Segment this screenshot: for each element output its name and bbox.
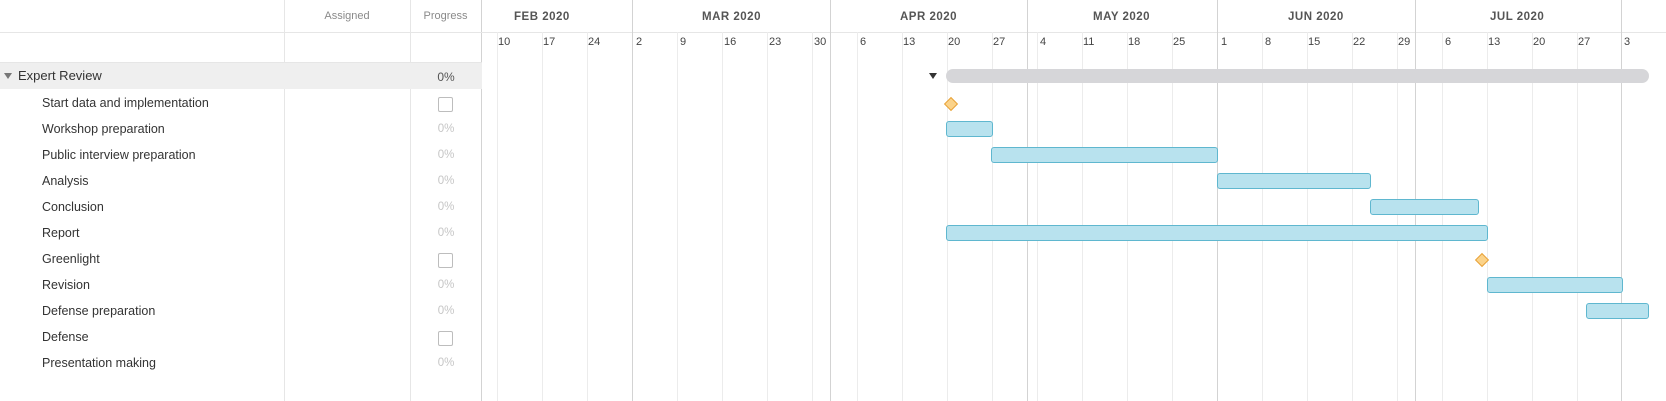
task-progress: 0% — [437, 201, 455, 213]
task-bar[interactable] — [946, 121, 993, 137]
month-divider — [632, 0, 633, 401]
day-label: 3 — [1624, 36, 1631, 48]
month-label: JUN 2020 — [1288, 11, 1344, 23]
task-label[interactable]: Defense — [42, 330, 89, 344]
day-label: 17 — [543, 36, 556, 48]
day-label: 24 — [588, 36, 601, 48]
month-divider — [1217, 0, 1218, 401]
day-label: 11 — [1083, 36, 1095, 48]
task-bar[interactable] — [1487, 277, 1623, 293]
column-header-progress[interactable]: Progress — [423, 10, 468, 22]
day-label: 27 — [993, 36, 1006, 48]
milestone-checkbox[interactable] — [438, 253, 453, 268]
task-label[interactable]: Workshop preparation — [42, 122, 165, 136]
day-label: 30 — [814, 36, 827, 48]
day-label: 2 — [636, 36, 643, 48]
group-label[interactable]: Expert Review — [18, 68, 102, 83]
header-divider — [0, 32, 1666, 33]
day-label: 20 — [1533, 36, 1546, 48]
day-label: 8 — [1265, 36, 1272, 48]
month-label: FEB 2020 — [514, 11, 570, 23]
day-label: 13 — [1488, 36, 1501, 48]
task-label[interactable]: Report — [42, 226, 80, 240]
month-label: APR 2020 — [900, 11, 958, 23]
day-label: 25 — [1173, 36, 1186, 48]
task-label[interactable]: Greenlight — [42, 252, 100, 266]
column-divider — [410, 0, 411, 401]
milestone-checkbox[interactable] — [438, 331, 453, 346]
day-label: 6 — [1445, 36, 1452, 48]
task-label[interactable]: Revision — [42, 278, 90, 292]
task-bar[interactable] — [1586, 303, 1649, 319]
month-label: MAY 2020 — [1093, 11, 1151, 23]
month-divider — [830, 0, 831, 401]
task-label[interactable]: Public interview preparation — [42, 148, 196, 162]
day-label: 13 — [903, 36, 916, 48]
collapse-triangle-icon[interactable] — [4, 73, 12, 79]
task-progress: 0% — [437, 227, 455, 239]
task-bar[interactable] — [1217, 173, 1371, 189]
task-progress: 0% — [437, 305, 455, 317]
task-bar[interactable] — [1370, 199, 1479, 215]
task-bar[interactable] — [991, 147, 1218, 163]
day-label: 9 — [680, 36, 687, 48]
group-row[interactable] — [0, 63, 482, 89]
header-divider — [0, 62, 482, 63]
task-progress: 0% — [437, 357, 455, 369]
task-label[interactable]: Presentation making — [42, 356, 156, 370]
day-label: 10 — [498, 36, 511, 48]
day-label: 6 — [860, 36, 867, 48]
task-progress: 0% — [437, 149, 455, 161]
day-label: 18 — [1128, 36, 1141, 48]
month-label: MAR 2020 — [702, 11, 761, 23]
task-label[interactable]: Start data and implementation — [42, 96, 209, 110]
task-bar[interactable] — [946, 225, 1488, 241]
column-header-assigned[interactable]: Assigned — [324, 10, 370, 22]
day-label: 4 — [1040, 36, 1047, 48]
month-divider — [1027, 0, 1028, 401]
group-collapse-icon[interactable] — [929, 73, 937, 79]
column-divider — [284, 0, 285, 401]
milestone-checkbox[interactable] — [438, 97, 453, 112]
month-label: JUL 2020 — [1490, 11, 1545, 23]
day-label: 22 — [1353, 36, 1366, 48]
task-label[interactable]: Conclusion — [42, 200, 104, 214]
day-label: 20 — [948, 36, 961, 48]
day-label: 15 — [1308, 36, 1321, 48]
task-progress: 0% — [437, 175, 455, 187]
group-progress: 0% — [437, 70, 455, 84]
month-divider — [1621, 0, 1622, 401]
day-label: 1 — [1221, 36, 1228, 48]
day-label: 29 — [1398, 36, 1411, 48]
day-label: 23 — [769, 36, 782, 48]
group-summary-bar[interactable] — [946, 69, 1649, 83]
task-label[interactable]: Defense preparation — [42, 304, 156, 318]
column-divider — [481, 0, 482, 401]
day-label: 27 — [1578, 36, 1591, 48]
task-progress: 0% — [437, 279, 455, 291]
day-label: 16 — [724, 36, 737, 48]
task-progress: 0% — [437, 123, 455, 135]
task-label[interactable]: Analysis — [42, 174, 89, 188]
